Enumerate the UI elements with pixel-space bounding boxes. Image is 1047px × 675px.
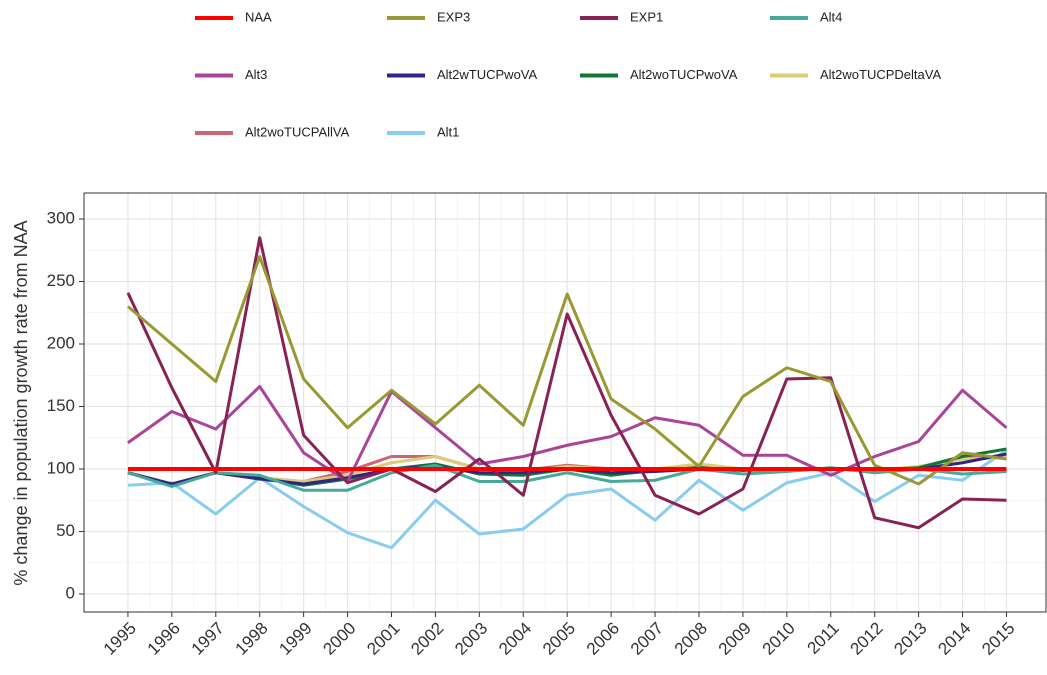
x-tick-label: 2008 bbox=[671, 619, 711, 659]
y-axis-label: % change in population growth rate from … bbox=[11, 220, 31, 585]
legend-label: Alt2wTUCPwoVA bbox=[437, 67, 538, 82]
y-tick-label: 0 bbox=[66, 583, 75, 602]
x-tick-label: 2012 bbox=[847, 619, 887, 659]
legend-label: EXP3 bbox=[437, 9, 470, 24]
x-tick-label: 2014 bbox=[934, 619, 974, 659]
x-tick-label: 2007 bbox=[627, 619, 667, 659]
legend-label: NAA bbox=[245, 9, 272, 24]
x-tick-label: 2003 bbox=[451, 619, 491, 659]
x-tick-label: 2015 bbox=[978, 619, 1018, 659]
plot-border bbox=[83, 192, 1047, 613]
x-tick-label: 2010 bbox=[759, 619, 799, 659]
legend-label: Alt2woTUCPwoVA bbox=[630, 67, 738, 82]
x-tick-label: 1997 bbox=[188, 619, 228, 659]
x-tick-label: 2011 bbox=[803, 619, 842, 658]
y-tick-label: 50 bbox=[56, 521, 75, 540]
y-tick-label: 250 bbox=[47, 271, 75, 290]
x-tick-label: 2005 bbox=[539, 619, 579, 659]
x-tick-label: 1999 bbox=[275, 619, 315, 659]
legend-label: Alt2woTUCPDeltaVA bbox=[820, 67, 941, 82]
y-tick-label: 150 bbox=[47, 396, 75, 415]
series-line bbox=[126, 255, 1007, 486]
series-line bbox=[127, 449, 1008, 550]
legend-label: Alt2woTUCPAllVA bbox=[245, 124, 350, 139]
series-line bbox=[127, 385, 1008, 483]
legend-label: Alt3 bbox=[245, 67, 267, 82]
x-tick-label: 2009 bbox=[715, 619, 755, 659]
x-tick-label: 1995 bbox=[100, 619, 140, 659]
x-tick-label: 2001 bbox=[363, 619, 403, 659]
series-line bbox=[126, 236, 1007, 530]
y-tick-label: 100 bbox=[47, 458, 75, 477]
x-tick-label: 2004 bbox=[495, 619, 535, 659]
x-tick-label: 2006 bbox=[583, 619, 623, 659]
y-tick-label: 200 bbox=[47, 333, 75, 352]
x-tick-label: 2002 bbox=[407, 619, 447, 659]
x-tick-label: 1996 bbox=[144, 619, 184, 659]
legend-label: Alt1 bbox=[437, 124, 459, 139]
legend-label: Alt4 bbox=[820, 9, 842, 24]
x-tick-label: 2013 bbox=[890, 619, 930, 659]
legend-label: EXP1 bbox=[630, 9, 663, 24]
y-tick-label: 300 bbox=[47, 208, 75, 227]
x-tick-label: 1998 bbox=[232, 619, 272, 659]
x-tick-label: 2000 bbox=[319, 619, 359, 659]
